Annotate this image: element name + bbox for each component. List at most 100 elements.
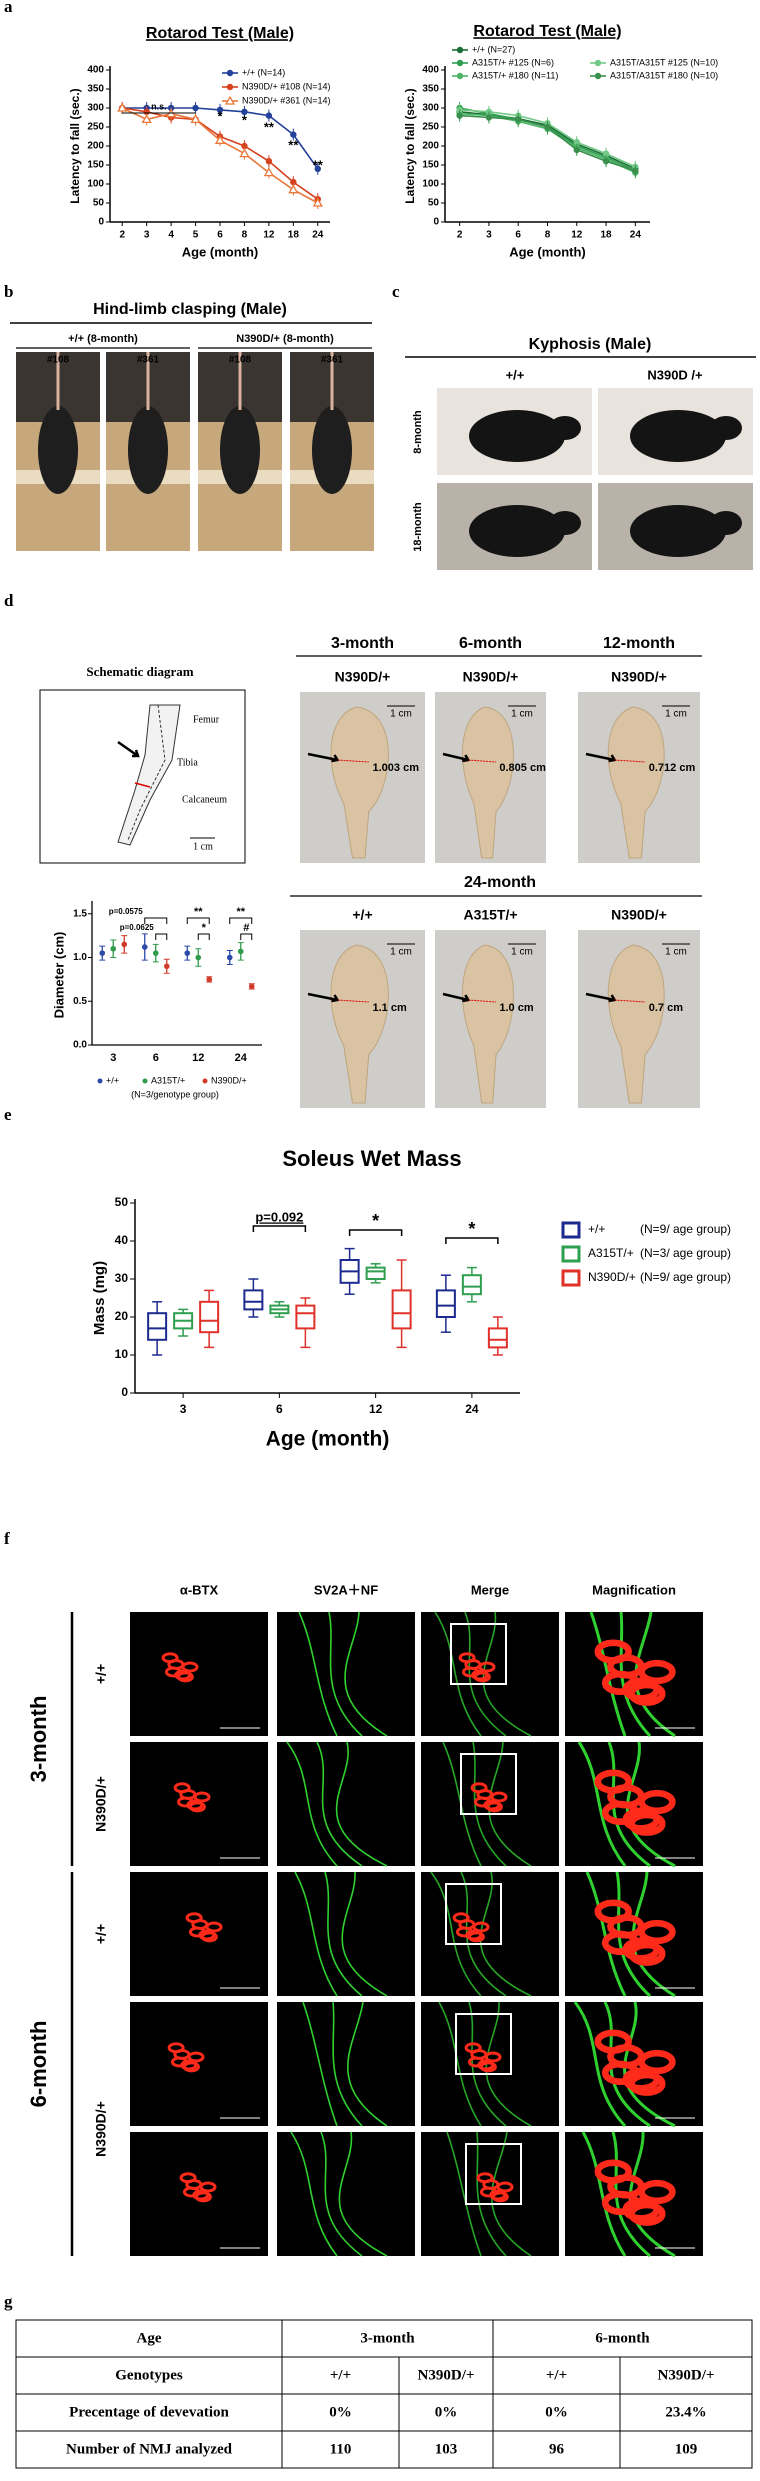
- table-cell: [619, 2393, 753, 2432]
- row-label: N390D/+: [93, 1776, 109, 1832]
- legend-label: A315T/+: [588, 1246, 634, 1260]
- micrograph: [277, 2132, 415, 2256]
- endplate: [594, 1639, 632, 1664]
- marker: [456, 112, 463, 119]
- nerve: [476, 2131, 507, 2257]
- nerve: [344, 1611, 388, 1737]
- legend-label: N390D/+: [211, 1075, 247, 1085]
- legend-marker: [202, 1078, 208, 1084]
- scale-label: 1 cm: [193, 841, 213, 852]
- endplate: [594, 2029, 632, 2054]
- point: [206, 976, 213, 983]
- x-tick-label: 12: [192, 1052, 204, 1064]
- point: [226, 954, 233, 961]
- y-axis-label: Latency to fall (sec.): [68, 88, 82, 203]
- legend-label: A315T/+: [151, 1075, 185, 1085]
- mouse: [469, 410, 565, 462]
- group-label: N390D/+ (8-month): [236, 333, 334, 345]
- x-tick-label: 5: [193, 230, 199, 241]
- marker: [241, 142, 248, 150]
- endplate: [594, 1769, 632, 1794]
- muscle: [607, 706, 665, 859]
- legend-marker: [594, 59, 602, 67]
- scale-label: 50um: [664, 1973, 687, 1983]
- annotation: **: [194, 906, 203, 918]
- row-label: +/+: [93, 1664, 109, 1684]
- table-cell: [281, 2319, 494, 2358]
- marker: [314, 165, 321, 172]
- nerve: [298, 1611, 338, 1737]
- x-tick-label: 6: [153, 1052, 159, 1064]
- column-header: SV2A＋NF: [314, 1582, 378, 1597]
- scale-label: 50um: [664, 2103, 687, 2113]
- legend-label: +/+: [106, 1075, 119, 1085]
- table-text: Number of NMJ analyzed: [66, 2441, 233, 2457]
- endplate: [594, 2159, 632, 2184]
- annotation: p=0.0575: [109, 907, 144, 916]
- group-label: 6-month: [26, 2021, 51, 2108]
- nerve: [332, 2001, 363, 2127]
- marker: [265, 158, 273, 165]
- endplate: [476, 2172, 494, 2184]
- nerve: [589, 1611, 627, 1737]
- endplate: [622, 1807, 660, 1832]
- genotype-header: +/+: [352, 907, 372, 923]
- point: [237, 948, 244, 955]
- legend-label: N390D/+: [588, 1270, 636, 1284]
- micrograph: [421, 1612, 559, 1736]
- muscle: [462, 706, 514, 859]
- genotype-header: N390D/+: [611, 669, 667, 685]
- marker: [241, 108, 248, 116]
- legend-label: +/+ (N=27): [472, 44, 515, 54]
- marker: [263, 167, 275, 177]
- annotation: p=0.0625: [120, 923, 155, 932]
- panel-title: Kyphosis (Male): [529, 336, 652, 353]
- x-tick-label: 8: [545, 230, 551, 241]
- scale-label: 1 cm: [665, 709, 687, 720]
- bracket: [229, 917, 253, 924]
- legend-marker: [142, 1078, 148, 1084]
- y-tick-label: 250: [87, 122, 104, 133]
- table-text: 103: [435, 2441, 458, 2457]
- photo-label: #108: [229, 355, 252, 366]
- panel-label: f: [4, 1529, 10, 1548]
- x-axis-label: Age (month): [266, 1428, 390, 1451]
- zoom-box: [445, 1883, 502, 1945]
- photo-label: #108: [47, 355, 70, 366]
- annotation: *: [217, 108, 223, 123]
- age-header: 12-month: [603, 635, 675, 652]
- table-cell: [398, 2393, 494, 2432]
- muscle: [462, 944, 514, 1104]
- micrograph: [130, 2002, 268, 2126]
- x-tick-label: 3: [144, 230, 150, 241]
- y-tick-label: 0.5: [73, 996, 87, 1007]
- x-tick-label: 18: [601, 230, 613, 241]
- y-tick-label: 150: [422, 160, 439, 171]
- nerve: [577, 1741, 627, 1867]
- x-tick-label: 24: [630, 230, 642, 241]
- y-tick-label: 100: [422, 179, 439, 190]
- chart-title: Rotarod Test (Male): [146, 25, 294, 42]
- endplate: [192, 2189, 210, 2201]
- micrograph: [130, 1612, 268, 1736]
- red-mark: [468, 999, 497, 1003]
- endplate: [471, 1669, 489, 1681]
- row-label: 8-month: [412, 410, 424, 454]
- legend-marker: [456, 72, 464, 80]
- legend-note: (N=9/ age group): [640, 1222, 731, 1236]
- chart-title: Soleus Wet Mass: [282, 1146, 461, 1171]
- legend-label: A315T/+ #180 (N=11): [472, 70, 558, 80]
- x-tick-label: 8: [242, 230, 248, 241]
- x-tick-label: 24: [235, 1052, 248, 1064]
- y-axis-label: Mass (mg): [91, 1261, 108, 1335]
- photo-label: #361: [321, 355, 344, 366]
- y-tick-label: 300: [422, 103, 439, 114]
- y-tick-label: 400: [87, 65, 104, 76]
- schematic-label: Femur: [193, 714, 220, 725]
- arrow: [117, 740, 140, 758]
- endplate: [622, 1937, 660, 1962]
- age-header: 3-month: [331, 635, 394, 652]
- y-tick-label: 0: [121, 1385, 128, 1399]
- marker: [214, 134, 226, 144]
- table-text: +/+: [546, 2367, 567, 2383]
